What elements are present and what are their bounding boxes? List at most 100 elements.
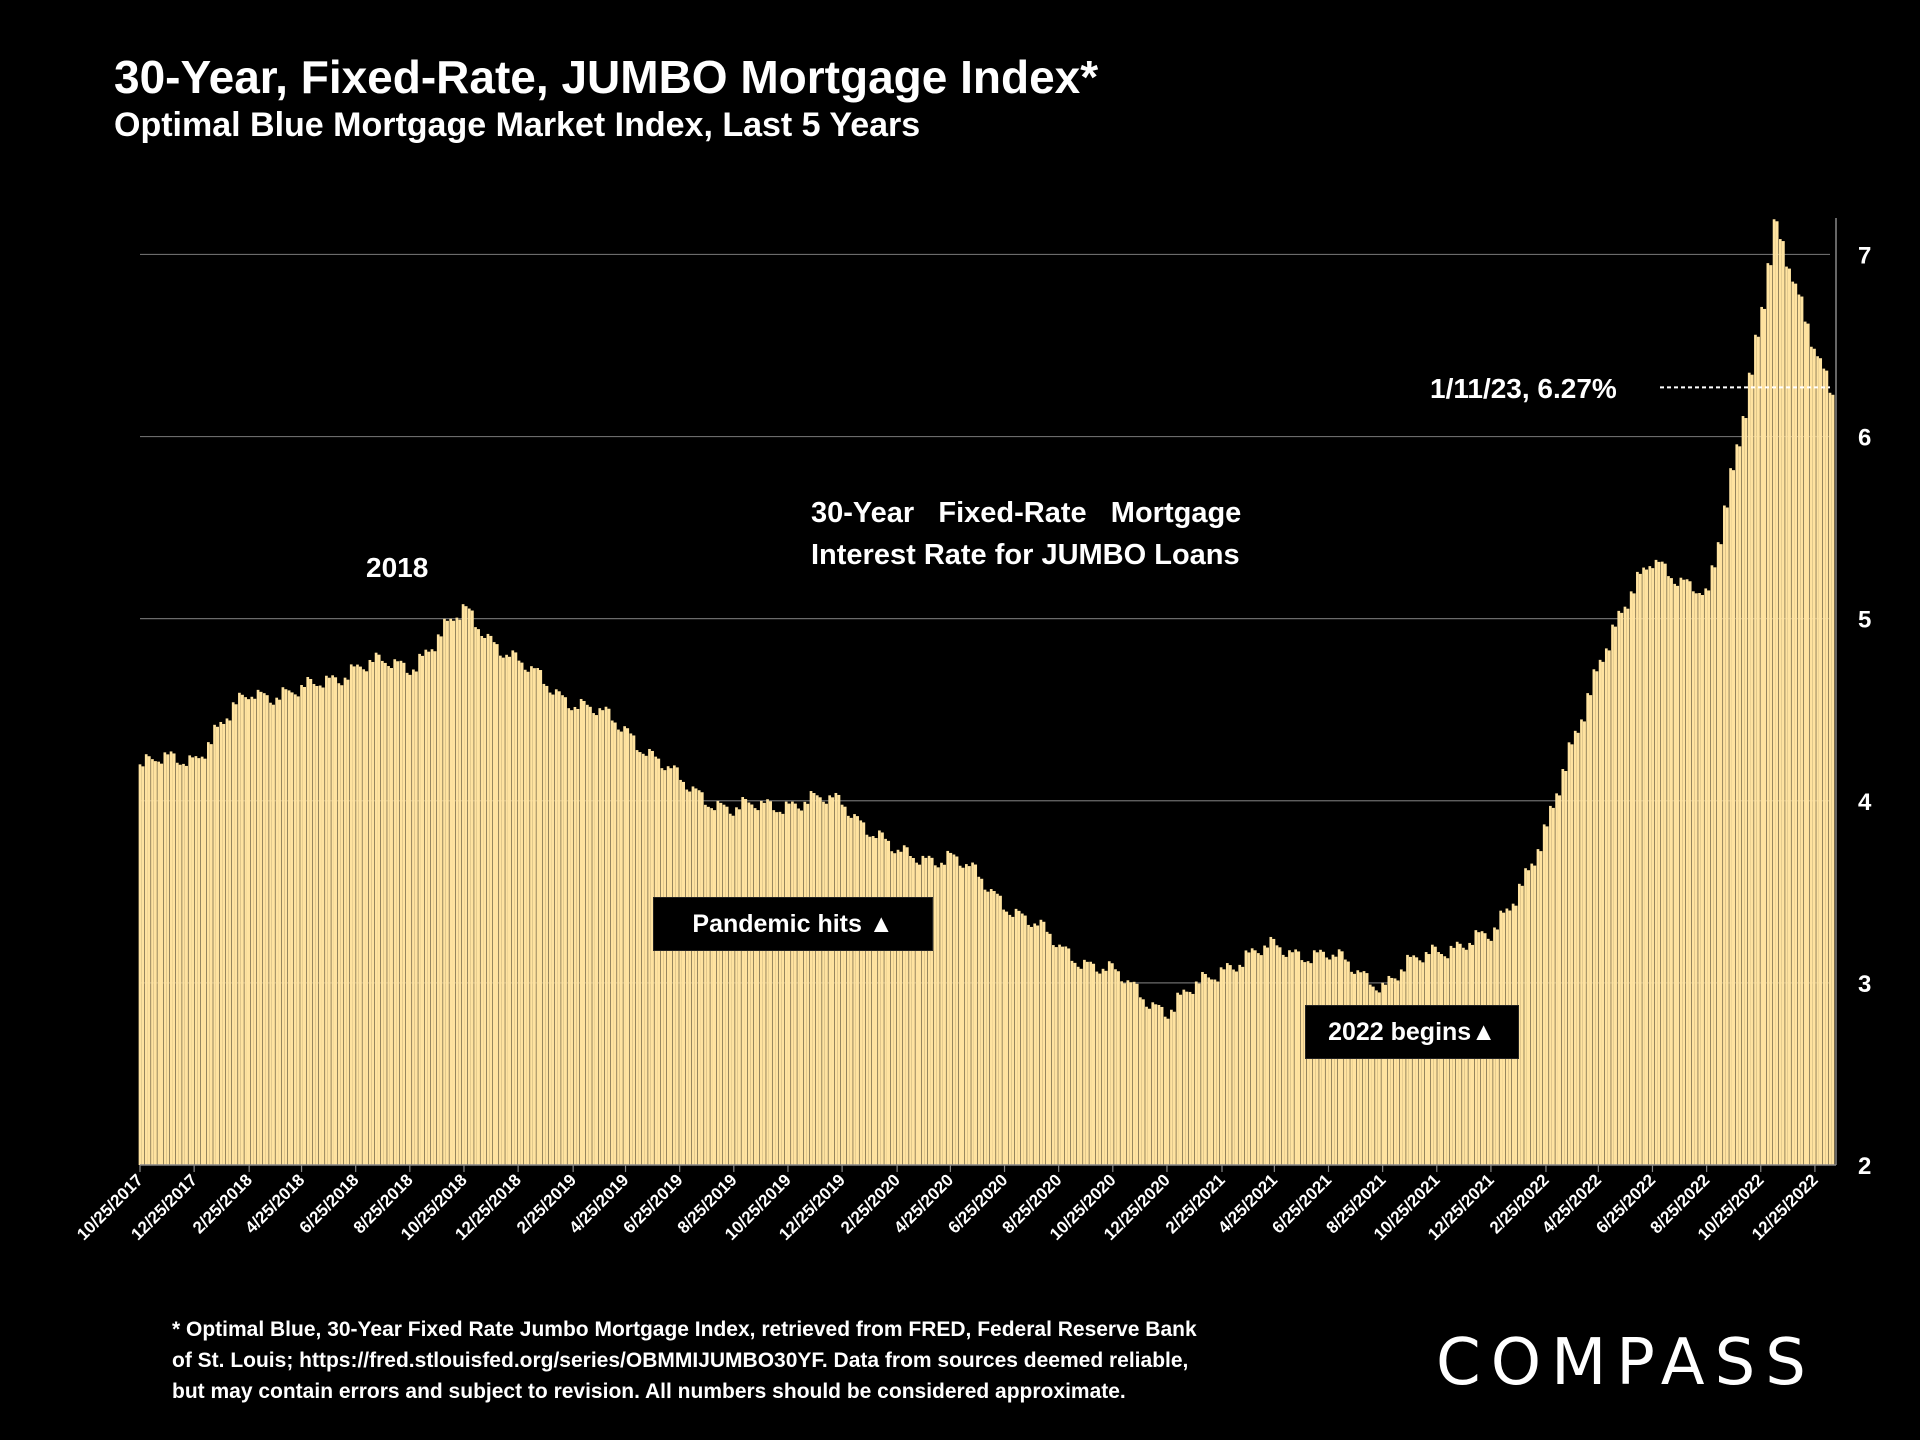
bar: [1232, 969, 1235, 1165]
bar: [1129, 982, 1133, 1165]
bar: [799, 810, 804, 1165]
bar: [1241, 966, 1245, 1165]
bar: [1731, 470, 1736, 1165]
bar: [548, 692, 552, 1165]
bar: [1110, 963, 1114, 1165]
bar: [654, 756, 658, 1165]
bar: [1095, 971, 1099, 1165]
bar: [523, 669, 527, 1165]
bar: [983, 889, 987, 1165]
bar: [259, 691, 263, 1165]
bar: [1259, 955, 1263, 1165]
bar: [992, 891, 996, 1165]
y-tick-label: 2: [1858, 1153, 1871, 1180]
bar: [1800, 296, 1804, 1165]
bar: [1831, 394, 1835, 1165]
bar: [735, 807, 738, 1165]
bar: [1787, 268, 1791, 1165]
bar: [775, 812, 779, 1165]
bar: [1723, 505, 1726, 1165]
bar: [1716, 542, 1720, 1165]
bar: [725, 806, 729, 1165]
bar: [377, 654, 381, 1165]
bar: [244, 697, 247, 1165]
bar: [902, 845, 906, 1165]
bar: [1064, 946, 1068, 1165]
bar: [1170, 1009, 1173, 1165]
bar: [660, 768, 664, 1165]
bar: [1539, 851, 1543, 1165]
bar: [172, 753, 176, 1165]
bar: [557, 691, 561, 1165]
bar: [1549, 805, 1552, 1165]
bar: [278, 699, 282, 1165]
bar: [1669, 578, 1673, 1165]
bar: [1228, 965, 1232, 1165]
bar: [545, 685, 549, 1165]
y-tick-label: 4: [1858, 789, 1872, 816]
bar: [1157, 1004, 1161, 1165]
bar: [797, 808, 800, 1165]
bar: [1325, 957, 1329, 1165]
bar: [157, 761, 160, 1165]
bar: [269, 702, 272, 1165]
bar: [1344, 959, 1347, 1165]
bar: [980, 878, 984, 1165]
bar: [1163, 1016, 1167, 1165]
bar: [215, 726, 220, 1165]
bar: [697, 790, 701, 1165]
bar: [1067, 948, 1071, 1165]
bar: [1275, 945, 1279, 1165]
bar: [1371, 986, 1375, 1165]
bar: [1145, 1006, 1148, 1165]
bar: [1334, 956, 1338, 1165]
bar: [793, 803, 797, 1165]
bar: [290, 692, 294, 1165]
bar: [1042, 921, 1046, 1165]
bar: [1676, 585, 1680, 1165]
bar: [275, 697, 279, 1165]
bar: [1222, 969, 1226, 1165]
bar: [1033, 923, 1037, 1165]
bar: [663, 770, 667, 1165]
bar: [551, 694, 555, 1165]
bar: [1729, 468, 1732, 1165]
bar: [1707, 590, 1711, 1165]
bar: [281, 687, 285, 1165]
bar: [1203, 973, 1207, 1165]
bar: [1303, 962, 1307, 1165]
bar: [1039, 919, 1043, 1165]
bar: [1551, 807, 1555, 1165]
bar: [1375, 990, 1378, 1165]
bar: [228, 720, 232, 1165]
bar: [1191, 993, 1195, 1165]
bar: [159, 763, 164, 1165]
bar: [443, 618, 446, 1165]
bar: [607, 708, 611, 1165]
bar: [977, 876, 981, 1165]
bar: [191, 757, 195, 1165]
bar: [878, 830, 881, 1165]
bar: [1567, 742, 1571, 1165]
bar: [1377, 992, 1381, 1165]
bar: [352, 666, 356, 1165]
bar: [1151, 1002, 1155, 1165]
bar: [809, 791, 813, 1165]
bar: [1135, 983, 1139, 1165]
bar: [753, 808, 757, 1165]
bar: [666, 766, 670, 1165]
bar: [1586, 693, 1590, 1165]
bar: [1754, 334, 1757, 1166]
bar: [1555, 793, 1558, 1165]
bar: [973, 864, 978, 1165]
bar: [625, 728, 630, 1165]
annotation-2018: 2018: [366, 552, 429, 583]
bar: [495, 644, 499, 1165]
bar: [365, 671, 369, 1165]
y-tick-label: 5: [1858, 607, 1871, 634]
bar: [532, 668, 536, 1165]
bar: [1611, 624, 1614, 1165]
bar: [206, 742, 210, 1165]
bar: [1225, 963, 1229, 1165]
